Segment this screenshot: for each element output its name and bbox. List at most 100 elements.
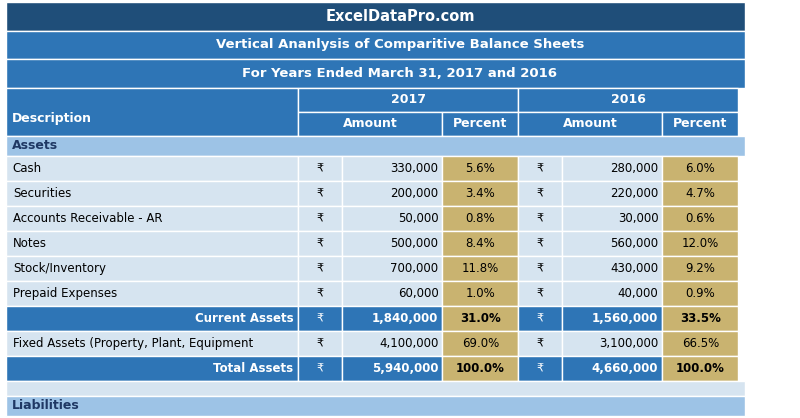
Bar	[562, 256, 662, 281]
Text: 4,660,000: 4,660,000	[592, 362, 658, 375]
Bar	[342, 155, 442, 181]
Text: Prepaid Expenses: Prepaid Expenses	[13, 287, 117, 300]
Bar	[662, 112, 738, 135]
Bar	[298, 112, 442, 135]
Bar	[518, 112, 662, 135]
Text: Securities: Securities	[13, 187, 71, 200]
Bar	[6, 356, 298, 381]
Bar	[6, 256, 298, 281]
Text: 5,940,000: 5,940,000	[372, 362, 438, 375]
Text: 40,000: 40,000	[618, 287, 658, 300]
Text: ExcelDataPro.com: ExcelDataPro.com	[326, 9, 474, 24]
Bar	[298, 331, 342, 356]
Bar	[562, 306, 662, 331]
Bar	[6, 181, 298, 206]
Text: Liabilities: Liabilities	[12, 399, 80, 413]
Bar	[662, 231, 738, 256]
Bar	[442, 281, 518, 306]
Text: 5.6%: 5.6%	[466, 162, 495, 175]
Bar	[298, 181, 342, 206]
Bar	[298, 231, 342, 256]
Text: ₹: ₹	[537, 364, 544, 374]
Bar	[662, 281, 738, 306]
Text: Vertical Ananlysis of Comparitive Balance Sheets: Vertical Ananlysis of Comparitive Balanc…	[216, 38, 584, 51]
Bar	[442, 206, 518, 231]
Text: 500,000: 500,000	[390, 237, 438, 250]
Bar	[518, 331, 562, 356]
Bar	[342, 331, 442, 356]
Bar	[6, 231, 298, 256]
Text: ₹: ₹	[537, 163, 544, 173]
Text: ₹: ₹	[537, 339, 544, 349]
Bar	[442, 256, 518, 281]
Text: ₹: ₹	[537, 314, 544, 324]
Bar	[6, 31, 745, 59]
Bar	[6, 396, 745, 416]
Text: 50,000: 50,000	[398, 212, 438, 225]
Text: 6.0%: 6.0%	[686, 162, 715, 175]
Text: 1,560,000: 1,560,000	[592, 312, 658, 325]
Bar	[298, 281, 342, 306]
Bar	[562, 281, 662, 306]
Text: 3.4%: 3.4%	[466, 187, 495, 200]
Text: ₹: ₹	[317, 213, 324, 223]
Text: ₹: ₹	[537, 213, 544, 223]
Bar	[298, 306, 342, 331]
Text: Assets: Assets	[12, 139, 58, 152]
Bar	[662, 306, 738, 331]
Text: 3,100,000: 3,100,000	[599, 337, 658, 350]
Bar	[6, 155, 298, 181]
Text: Amount: Amount	[563, 117, 618, 130]
Text: ₹: ₹	[317, 238, 324, 248]
Bar	[562, 181, 662, 206]
Text: 2016: 2016	[611, 93, 646, 106]
Text: 4.7%: 4.7%	[686, 187, 715, 200]
Bar	[6, 135, 745, 155]
Bar	[442, 155, 518, 181]
Bar	[562, 155, 662, 181]
Bar	[518, 231, 562, 256]
Bar	[662, 155, 738, 181]
Bar	[6, 306, 298, 331]
Text: 0.8%: 0.8%	[466, 212, 495, 225]
Bar	[6, 206, 298, 231]
Text: 100.0%: 100.0%	[456, 362, 505, 375]
Text: ₹: ₹	[537, 238, 544, 248]
Text: 430,000: 430,000	[610, 262, 658, 275]
Bar	[518, 155, 562, 181]
Bar	[298, 155, 342, 181]
Text: Total Assets: Total Assets	[214, 362, 294, 375]
Text: 2017: 2017	[391, 93, 426, 106]
Bar	[6, 2, 745, 31]
Text: 100.0%: 100.0%	[676, 362, 725, 375]
Text: For Years Ended March 31, 2017 and 2016: For Years Ended March 31, 2017 and 2016	[242, 67, 558, 80]
Bar	[342, 256, 442, 281]
Text: 12.0%: 12.0%	[682, 237, 719, 250]
Bar	[662, 206, 738, 231]
Bar	[298, 256, 342, 281]
Bar	[518, 256, 562, 281]
Text: ₹: ₹	[317, 364, 324, 374]
Text: 200,000: 200,000	[390, 187, 438, 200]
Bar	[518, 206, 562, 231]
Bar	[6, 88, 298, 135]
Text: 9.2%: 9.2%	[686, 262, 715, 275]
Text: 220,000: 220,000	[610, 187, 658, 200]
Text: Accounts Receivable - AR: Accounts Receivable - AR	[13, 212, 162, 225]
Text: 0.9%: 0.9%	[686, 287, 715, 300]
Bar	[662, 356, 738, 381]
Bar	[342, 231, 442, 256]
Bar	[442, 181, 518, 206]
Bar	[662, 331, 738, 356]
Bar	[298, 88, 518, 112]
Text: Notes: Notes	[13, 237, 46, 250]
Text: ₹: ₹	[317, 314, 324, 324]
Bar	[342, 181, 442, 206]
Text: 330,000: 330,000	[390, 162, 438, 175]
Text: ₹: ₹	[317, 188, 324, 198]
Text: 30,000: 30,000	[618, 212, 658, 225]
Text: Percent: Percent	[674, 117, 727, 130]
Bar	[442, 331, 518, 356]
Bar	[6, 281, 298, 306]
Bar	[562, 231, 662, 256]
